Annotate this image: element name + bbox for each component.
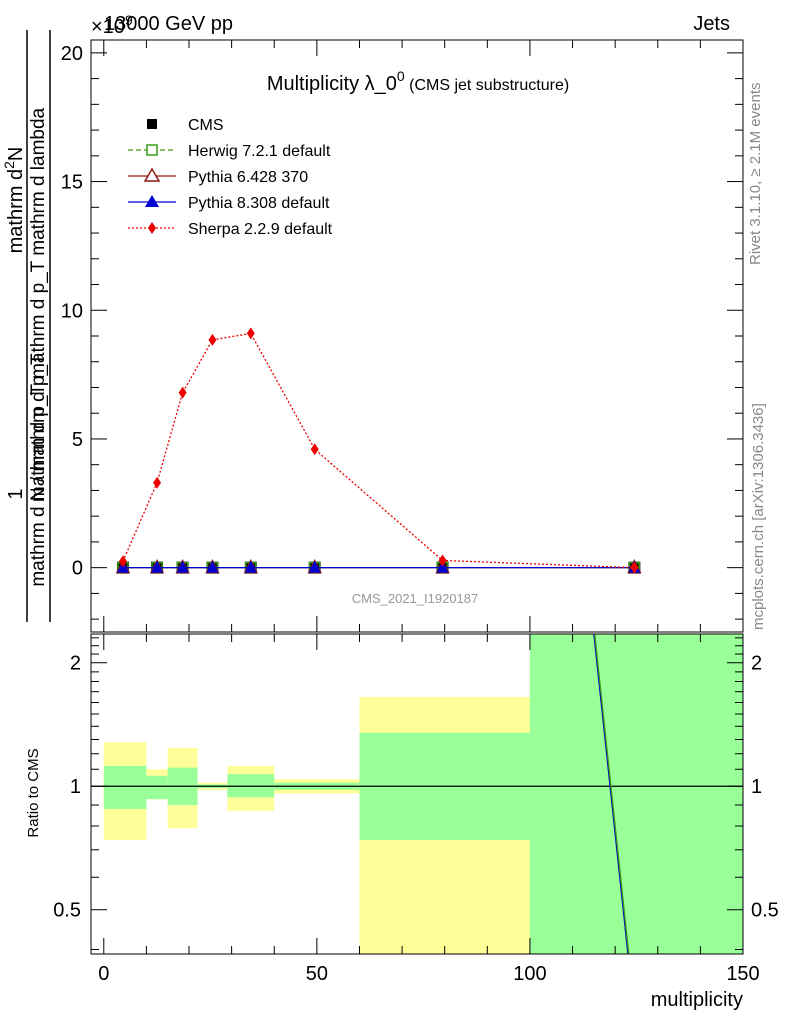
y-tick-label: 20 xyxy=(61,43,83,65)
x-tick-label: 100 xyxy=(513,963,546,985)
ratio-y-axis-label: Ratio to CMS xyxy=(25,748,42,837)
data-point-pythia-8-308-default xyxy=(151,560,164,573)
legend-label-cms: CMS xyxy=(188,117,224,134)
legend-label-sherpa-2-2-9-default: Sherpa 2.2.9 default xyxy=(188,221,333,238)
data-point-sherpa-2-2-9-default xyxy=(208,333,217,346)
legend-marker-pythia-6-428-370 xyxy=(143,167,161,182)
ratio-line-herwig-7-2-1-default xyxy=(594,633,630,955)
legend-label-pythia-6-428-370: Pythia 6.428 370 xyxy=(188,169,308,186)
ratio-stat-band xyxy=(103,766,147,810)
ratio-y-tick-label: 0.5 xyxy=(53,900,81,922)
ylabel-denominator-lower: mathrm d N / mathrm d p_T xyxy=(28,353,49,587)
data-point-sherpa-2-2-9-default xyxy=(630,561,639,574)
ratio-plot-area xyxy=(91,633,744,955)
legend-marker-pythia-8-308-default xyxy=(145,195,159,207)
header-left-label: 13000 GeV pp xyxy=(104,13,233,35)
legend-marker-herwig-7-2-1-default xyxy=(146,144,158,156)
ratio-y-tick-label: 2 xyxy=(70,653,81,675)
x-tick-label: 0 xyxy=(98,963,109,985)
x-axis-label: multiplicity xyxy=(651,989,743,1011)
y-tick-label: 10 xyxy=(61,300,83,322)
legend-marker-cms xyxy=(147,119,157,129)
data-point-sherpa-2-2-9-default xyxy=(178,386,187,399)
ratio-y-tick-label-right: 2 xyxy=(751,653,762,675)
x-tick-label: 150 xyxy=(726,963,759,985)
data-point-sherpa-2-2-9-default xyxy=(118,555,127,568)
data-point-sherpa-2-2-9-default xyxy=(246,327,255,340)
data-point-pythia-8-308-default xyxy=(206,560,219,573)
legend-marker-sherpa-2-2-9-default xyxy=(148,222,156,234)
analysis-watermark: CMS_2021_I1920187 xyxy=(352,591,479,606)
data-point-pythia-8-308-default xyxy=(436,560,449,573)
plot-title: Multiplicity λ_00 (CMS jet substructure) xyxy=(267,68,569,95)
ylabel-denominator-upper: mathrm d p_T mathrm d p_T mathrm d lambd… xyxy=(28,107,49,502)
ratio-y-tick-label-right: 1 xyxy=(751,776,762,798)
y-tick-label: 5 xyxy=(72,429,83,451)
x-tick-label: 50 xyxy=(306,963,328,985)
y-tick-label: 15 xyxy=(61,172,83,194)
ratio-y-tick-label: 1 xyxy=(70,776,81,798)
data-point-sherpa-2-2-9-default xyxy=(310,443,319,456)
ratio-line-pythia-8-308-default xyxy=(593,633,629,955)
ratio-y-tick-label-right: 0.5 xyxy=(751,900,779,922)
y-axis-label: 1 mathrm d2N mathrm d p_T mathrm d p_T m… xyxy=(1,30,51,622)
main-plot-area xyxy=(91,40,744,632)
mcplots-label: mcplots.cern.ch [arXiv:1306.3436] xyxy=(750,403,767,630)
data-point-sherpa-2-2-9-default xyxy=(438,554,447,567)
data-point-sherpa-2-2-9-default xyxy=(153,476,162,489)
legend-label-herwig-7-2-1-default: Herwig 7.2.1 default xyxy=(188,143,331,160)
series-line-sherpa-2-2-9-default xyxy=(122,332,635,569)
ylabel-numerator: mathrm d2N xyxy=(1,147,27,254)
data-point-pythia-8-308-default xyxy=(308,560,321,573)
header-right-label: Jets xyxy=(693,13,730,35)
ratio-stat-band xyxy=(529,634,743,954)
rivet-label: Rivet 3.1.10, ≥ 2.1M events xyxy=(747,83,764,266)
ratio-stat-band xyxy=(146,775,168,800)
y-tick-label: 0 xyxy=(72,558,83,580)
data-point-pythia-8-308-default xyxy=(244,560,257,573)
ylabel-fraction-one: 1 xyxy=(5,488,27,499)
legend: CMS Herwig 7.2.1 default Pythia 6.428 370 P… xyxy=(128,117,333,238)
legend-label-pythia-8-308-default: Pythia 8.308 default xyxy=(188,195,330,212)
data-point-pythia-8-308-default xyxy=(176,560,189,573)
ratio-plot-frame xyxy=(90,633,744,955)
y-exponent: ×109 xyxy=(91,12,133,38)
